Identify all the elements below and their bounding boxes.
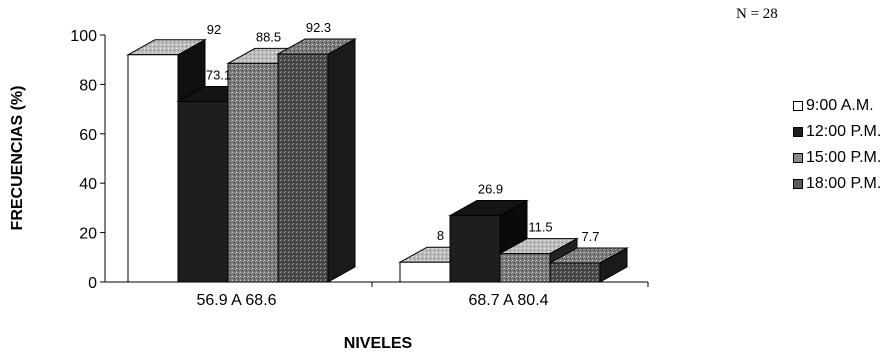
bar-value-label: 92.3: [306, 20, 331, 35]
x-category-label: 56.9 A 68.6: [196, 292, 276, 309]
y-axis-title: FRECUENCIAS (%): [9, 86, 26, 231]
legend-item-18pm: 18:00 P.M.: [793, 171, 881, 197]
bar: [399, 261, 451, 283]
chart-legend: 9:00 A.M. 12:00 P.M. 15:00 P.M. 18:00 P.…: [793, 93, 881, 197]
legend-swatch-18pm: [793, 179, 803, 189]
bar-side: [327, 38, 356, 283]
bar-value-label: 26.9: [478, 182, 503, 197]
bar-value-label: 7.7: [581, 229, 599, 244]
y-tick-label: 100: [70, 28, 97, 45]
bar-value-label: 8: [437, 228, 444, 243]
legend-item-9am: 9:00 A.M.: [793, 93, 881, 119]
bar: [277, 53, 329, 283]
x-axis-title: NIVELES: [344, 335, 413, 352]
bar: [499, 253, 551, 283]
bar: [549, 262, 601, 283]
legend-item-12pm: 12:00 P.M.: [793, 119, 881, 145]
y-tick-label: 20: [79, 226, 97, 243]
bar-value-label: 92: [207, 22, 221, 37]
y-tick-label: 0: [88, 275, 97, 292]
bar: [177, 100, 229, 283]
legend-label-9am: 9:00 A.M.: [806, 97, 874, 114]
legend-item-15pm: 15:00 P.M.: [793, 145, 881, 171]
y-tick-label: 60: [79, 127, 97, 144]
legend-label-15pm: 15:00 P.M.: [806, 149, 882, 166]
bar: [127, 54, 179, 283]
bar-value-label: 11.5: [528, 220, 552, 235]
legend-label-12pm: 12:00 P.M.: [806, 123, 882, 140]
y-tick-label: 80: [79, 77, 97, 94]
legend-swatch-15pm: [793, 153, 803, 163]
bar-value-label: 73.1: [206, 67, 231, 82]
legend-label-18pm: 18:00 P.M.: [806, 175, 882, 192]
legend-swatch-12pm: [793, 127, 803, 137]
y-tick-label: 40: [79, 176, 97, 193]
bar: [449, 215, 501, 283]
legend-swatch-9am: [793, 101, 803, 111]
sample-size-note: N = 28: [736, 6, 778, 22]
x-category-label: 68.7 A 80.4: [468, 292, 548, 309]
bar-value-label: 88.5: [256, 29, 281, 44]
bar: [227, 62, 279, 283]
